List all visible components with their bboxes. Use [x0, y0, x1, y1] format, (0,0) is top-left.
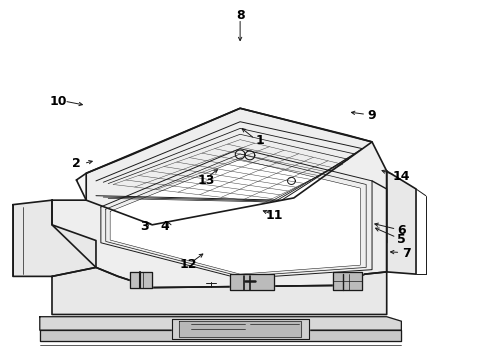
Text: 3: 3 — [141, 220, 149, 233]
Text: 12: 12 — [180, 258, 197, 271]
Polygon shape — [230, 274, 274, 290]
Polygon shape — [333, 272, 362, 290]
Text: 11: 11 — [266, 210, 283, 222]
Text: 1: 1 — [255, 134, 264, 147]
Text: 5: 5 — [397, 233, 406, 246]
Polygon shape — [110, 159, 360, 274]
Polygon shape — [179, 321, 301, 337]
Text: 7: 7 — [402, 247, 411, 260]
Polygon shape — [130, 272, 152, 288]
Polygon shape — [172, 319, 309, 339]
Text: 6: 6 — [397, 224, 406, 237]
Polygon shape — [40, 330, 401, 341]
Text: 13: 13 — [197, 174, 215, 186]
Text: 14: 14 — [392, 170, 410, 183]
Text: 4: 4 — [160, 220, 169, 233]
Polygon shape — [52, 108, 387, 288]
Text: 10: 10 — [49, 95, 67, 108]
Text: 2: 2 — [72, 157, 81, 170]
Text: 9: 9 — [368, 109, 376, 122]
Polygon shape — [52, 267, 387, 315]
Polygon shape — [40, 317, 401, 330]
Polygon shape — [13, 200, 96, 276]
Polygon shape — [76, 108, 372, 225]
Text: 8: 8 — [236, 9, 245, 22]
Polygon shape — [387, 171, 416, 274]
